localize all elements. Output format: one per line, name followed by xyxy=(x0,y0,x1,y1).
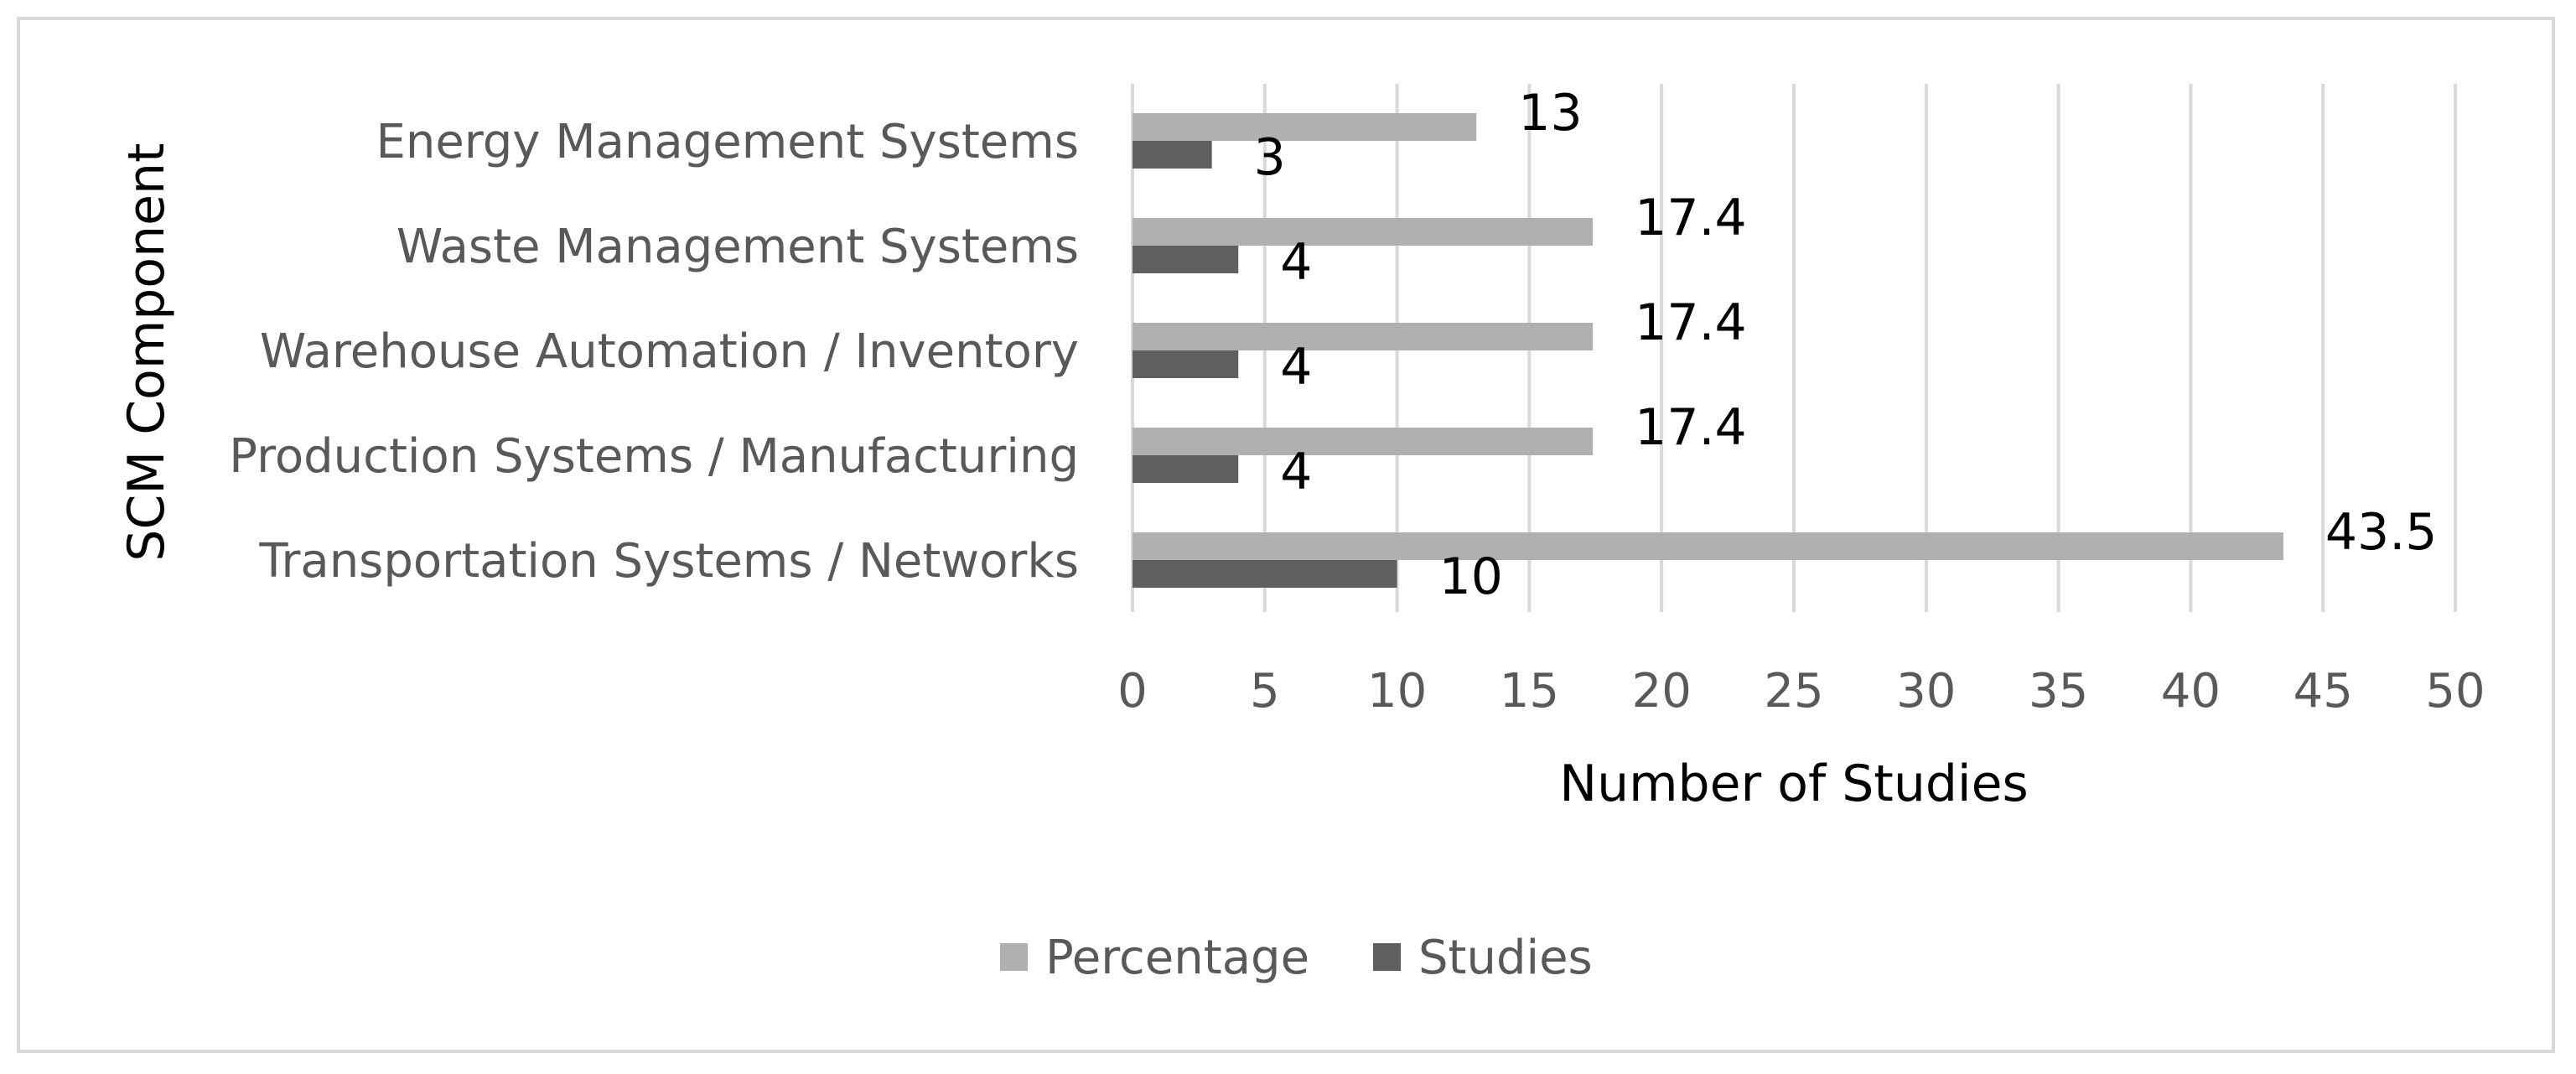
legend-swatch-percentage xyxy=(1000,943,1028,971)
data-label-percentage: 17.4 xyxy=(1635,293,1747,352)
data-label-studies: 4 xyxy=(1280,233,1312,292)
legend-label-percentage: Percentage xyxy=(1045,931,1309,985)
bar-percentage xyxy=(1133,323,1594,350)
bar-studies xyxy=(1133,141,1212,169)
category-label: Warehouse Automation / Inventory xyxy=(260,324,1079,379)
bar-studies xyxy=(1133,455,1239,483)
x-tick-label: 5 xyxy=(1250,664,1280,719)
data-label-percentage: 13 xyxy=(1518,84,1582,143)
bar-percentage xyxy=(1133,113,1477,141)
data-labels: 13 3 17.4 4 17.4 4 17.4 4 43.5 10 xyxy=(1254,84,2438,606)
bar-percentage xyxy=(1133,218,1594,246)
x-tick-label: 40 xyxy=(2161,664,2221,719)
x-tick-label: 35 xyxy=(2029,664,2088,719)
x-axis-title: Number of Studies xyxy=(1559,755,2029,813)
data-label-percentage: 17.4 xyxy=(1635,189,1747,247)
data-label-studies: 10 xyxy=(1439,547,1503,606)
data-label-studies: 4 xyxy=(1280,443,1312,501)
x-tick-label: 10 xyxy=(1367,664,1427,719)
x-tick-label: 15 xyxy=(1500,664,1559,719)
x-tick-label: 20 xyxy=(1632,664,1692,719)
x-tick-label: 0 xyxy=(1117,664,1148,719)
category-labels: Energy Management Systems Waste Managemen… xyxy=(229,115,1079,589)
legend-swatch-studies xyxy=(1373,943,1401,971)
data-label-percentage: 43.5 xyxy=(2325,503,2438,562)
x-tick-label: 30 xyxy=(1896,664,1956,719)
legend-label-studies: Studies xyxy=(1418,931,1593,985)
x-tick-label: 45 xyxy=(2294,664,2353,719)
gridlines xyxy=(1131,84,2457,612)
category-label: Transportation Systems / Networks xyxy=(258,534,1079,589)
category-label: Production Systems / Manufacturing xyxy=(229,429,1079,484)
bar-studies xyxy=(1133,246,1239,273)
category-label: Waste Management Systems xyxy=(397,220,1079,274)
x-tick-label: 25 xyxy=(1764,664,1823,719)
data-label-studies: 4 xyxy=(1280,338,1312,397)
bar-percentage xyxy=(1133,532,2283,560)
x-tick-label: 50 xyxy=(2425,664,2485,719)
legend: Percentage Studies xyxy=(1000,931,1593,985)
bar-studies xyxy=(1133,350,1239,378)
data-label-studies: 3 xyxy=(1254,128,1286,187)
x-tick-labels: 0 5 10 15 20 25 30 35 40 45 50 xyxy=(1117,664,2485,719)
category-label: Energy Management Systems xyxy=(376,115,1079,169)
bar-percentage xyxy=(1133,428,1594,455)
bars xyxy=(1133,113,2283,588)
bar-studies xyxy=(1133,560,1397,588)
data-label-percentage: 17.4 xyxy=(1635,398,1747,457)
y-axis-title: SCM Component xyxy=(117,143,176,561)
